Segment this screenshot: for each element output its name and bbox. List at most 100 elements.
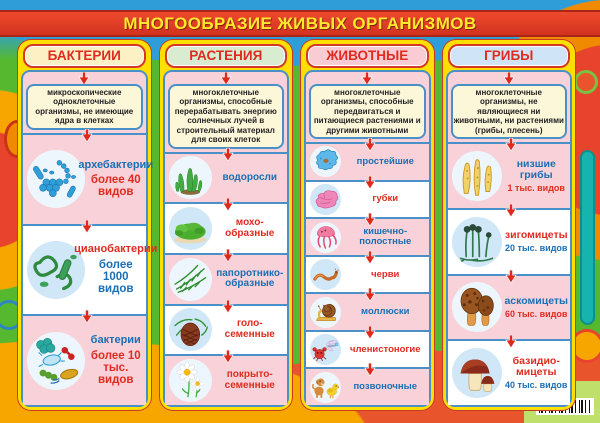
algae-icon [168, 156, 212, 200]
organism-label: кишечно-полостные [359, 225, 412, 248]
organism-label: мохо-образные [225, 217, 275, 239]
column-header: ГРИБЫ [447, 44, 570, 68]
species-count: более 40 видов [90, 174, 141, 199]
column-plants: РАСТЕНИЯ многоклеточные организмы, спосо… [159, 40, 292, 410]
species-count: 40 тыс. видов [505, 380, 568, 391]
organism-row: бактерии более 10 тыс. видов [23, 309, 146, 405]
conifer-cone-icon [168, 308, 212, 352]
organism-label: черви [371, 268, 400, 280]
organism-label: цианобактерии [74, 243, 158, 256]
column-content: многоклеточные организмы, способные пере… [304, 70, 431, 407]
down-arrow-icon [23, 72, 146, 85]
species-count: 1 тыс. видов [507, 182, 565, 193]
cell-doodle [574, 70, 598, 94]
background-decoration [580, 150, 595, 325]
organism-label: бактерии [90, 334, 141, 347]
row-texts: покрыто-семенные [215, 369, 286, 391]
down-arrow-icon [222, 349, 234, 364]
organism-label: архебактерии [78, 158, 154, 171]
down-arrow-icon [364, 175, 376, 190]
worm-icon [310, 259, 341, 291]
down-arrow-icon [364, 212, 376, 227]
row-texts: губки [344, 194, 427, 204]
down-arrow-icon [364, 288, 376, 303]
down-arrow-icon [222, 197, 234, 212]
down-arrow-icon [222, 248, 234, 263]
organism-row: водоросли [164, 147, 287, 203]
species-count: 20 тыс. видов [505, 243, 568, 254]
row-texts: голо-семенные [215, 319, 286, 340]
organism-rows: архебактерии более 40 видов цианобактерии б… [23, 128, 157, 405]
down-arrow-icon [505, 269, 517, 284]
organism-row: губки [306, 175, 429, 218]
column-content: микроскопические одноклеточные организмы… [21, 70, 157, 407]
mushroom-icon [451, 348, 502, 399]
row-texts: членистоногие [344, 344, 427, 355]
row-texts: моллюски [344, 307, 427, 317]
cell-doodle [570, 329, 600, 363]
organism-label: папоротнико-образные [216, 267, 284, 290]
organism-row: цианобактерии более 1000 видов [23, 219, 157, 315]
arthropods-icon [310, 334, 341, 366]
column-fungi: ГРИБЫ многоклеточные организмы, не являю… [442, 40, 575, 410]
snail-icon [310, 296, 341, 328]
organism-rows: простейшие губки кишечно-полостные черви мол… [306, 137, 429, 406]
down-arrow-icon [505, 137, 517, 152]
down-arrow-icon [364, 325, 376, 340]
down-arrow-icon [306, 72, 429, 85]
column-description: многоклеточные организмы, способные пере… [167, 84, 284, 149]
down-arrow-icon [222, 147, 234, 162]
organism-row: позвоночные [306, 363, 429, 406]
column-content: многоклеточные организмы, способные пере… [162, 70, 289, 407]
organism-label: простейшие [356, 155, 414, 167]
morel-icon [451, 282, 502, 333]
organism-row: мохо-образные [164, 197, 287, 253]
down-arrow-icon [364, 137, 376, 152]
organism-row: простейшие [306, 137, 429, 180]
organism-row: аскомицеты 60 тыс. видов [447, 269, 570, 340]
organism-label: базидио-мицеты [512, 354, 560, 378]
fern-icon [168, 257, 212, 301]
organism-row: низшие грибы 1 тыс. видов [447, 137, 570, 208]
columns-container: БАКТЕРИИ микроскопические одноклеточные … [18, 40, 575, 410]
row-texts: позвоночные [344, 382, 427, 392]
sponge-icon [310, 184, 341, 215]
lower-fungi-icon [451, 151, 502, 202]
down-arrow-icon [81, 128, 93, 143]
row-texts: черви [344, 268, 427, 280]
species-count: более 1000 видов [97, 259, 134, 296]
archaebacteria-icon [27, 150, 85, 209]
down-arrow-icon [505, 203, 517, 218]
row-texts: мохо-образные [215, 217, 286, 239]
organism-row: моллюски [306, 288, 429, 330]
row-texts: базидио-мицеты 40 тыс. видов [505, 354, 569, 391]
row-texts: низшие грибы 1 тыс. видов [505, 158, 569, 194]
organism-row: черви [306, 250, 429, 293]
organism-row: зигомицеты 20 тыс. видов [447, 203, 570, 274]
down-arrow-icon [165, 72, 288, 85]
organism-label: моллюски [361, 306, 410, 318]
row-texts: зигомицеты 20 тыс. видов [505, 229, 569, 254]
organism-rows: водоросли мохо-образные папоротнико-образн… [164, 147, 287, 405]
organism-row: архебактерии более 40 видов [23, 128, 153, 224]
organism-row: кишечно-полостные [306, 212, 429, 255]
vertebrates-icon [310, 371, 341, 403]
column-description: многоклеточные организмы, не являющиеся … [450, 84, 567, 140]
cyanobacteria-icon [27, 240, 85, 299]
organism-label: покрыто-семенные [224, 369, 275, 391]
column-animals: ЖИВОТНЫЕ многоклеточные организмы, спосо… [301, 40, 434, 410]
protozoa-icon [310, 146, 341, 178]
organism-label: позвоночные [353, 381, 418, 393]
down-arrow-icon [364, 363, 376, 378]
organism-label: губки [372, 193, 399, 205]
daisy-icon [168, 359, 212, 403]
down-arrow-icon [448, 72, 571, 85]
jellyfish-icon [310, 221, 341, 253]
organism-row: голо-семенные [164, 299, 287, 355]
down-arrow-icon [222, 299, 234, 314]
column-header: ЖИВОТНЫЕ [306, 44, 429, 68]
column-header: РАСТЕНИЯ [164, 44, 287, 68]
organism-rows: низшие грибы 1 тыс. видов зигомицеты 20 тыс… [447, 137, 570, 405]
title-band: МНОГООБРАЗИЕ ЖИВЫХ ОРГАНИЗМОВ [0, 10, 600, 37]
